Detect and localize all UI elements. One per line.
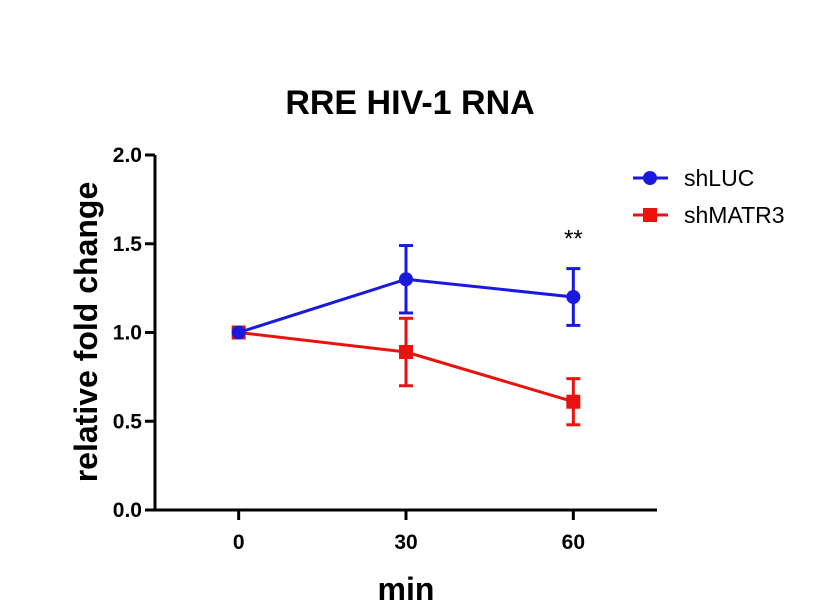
- data-point: [399, 272, 413, 287]
- legend-item-shMATR3: shMATR3: [633, 202, 785, 228]
- data-point: [566, 394, 581, 409]
- x-tick-label: 30: [394, 531, 417, 554]
- data-point: [566, 290, 581, 304]
- y-tick-label: 0.0: [113, 499, 142, 522]
- legend-label: shMATR3: [684, 202, 785, 228]
- x-ticks: 0 30 60: [233, 510, 585, 554]
- x-tick-label: 0: [233, 531, 245, 554]
- legend-marker: [643, 208, 657, 222]
- y-tick-label: 2.0: [113, 144, 142, 167]
- series-shMATR3: [231, 316, 581, 427]
- series-shLUC: [231, 244, 581, 340]
- data-point: [231, 325, 246, 340]
- y-tick-label: 1.5: [113, 233, 143, 256]
- annotation-layer: **: [564, 225, 583, 252]
- x-tick-label: 60: [562, 531, 585, 554]
- data-point: [399, 345, 413, 360]
- significance-annotation: **: [564, 225, 583, 252]
- legend-label: shLUC: [684, 165, 754, 191]
- legend-item-shLUC: shLUC: [633, 165, 754, 191]
- y-tick-label: 0.5: [113, 410, 143, 433]
- y-axis-label: relative fold change: [68, 182, 104, 483]
- legend-marker: [643, 171, 657, 185]
- y-ticks: 0.0 0.5 1.0 1.5 2.0: [113, 144, 155, 522]
- y-tick-label: 1.0: [113, 322, 142, 345]
- legend: shLUC shMATR3: [633, 165, 785, 228]
- x-axis-label: min: [378, 571, 435, 607]
- chart-title: RRE HIV-1 RNA: [285, 84, 534, 122]
- series-layer: [231, 244, 581, 427]
